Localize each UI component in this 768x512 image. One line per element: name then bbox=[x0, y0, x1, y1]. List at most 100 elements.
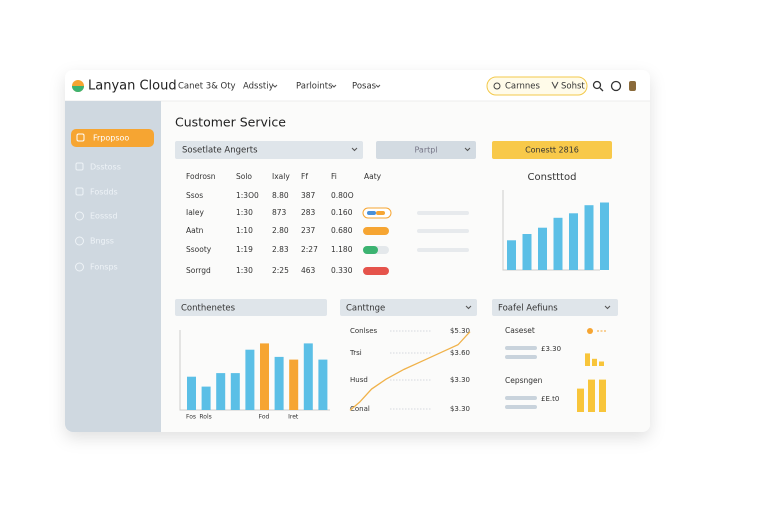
icon bbox=[551, 81, 559, 90]
sidebar-item[interactable]: Dsstoss bbox=[90, 163, 121, 172]
row-figure: $3.60 bbox=[450, 349, 470, 357]
icon bbox=[587, 328, 593, 334]
sidebar-item[interactable]: Bngss bbox=[90, 237, 114, 246]
filter-label: Partpl bbox=[414, 146, 437, 155]
table-cell: 873 bbox=[272, 208, 287, 217]
logo bbox=[72, 86, 84, 92]
bar bbox=[289, 359, 299, 410]
filter[interactable] bbox=[175, 141, 363, 159]
table-cell: 1.180 bbox=[331, 245, 353, 254]
sidebar-item[interactable]: Eosssd bbox=[90, 212, 118, 221]
item-bar bbox=[505, 405, 537, 409]
table-cell: 283 bbox=[301, 208, 316, 217]
bar bbox=[201, 386, 211, 410]
row-figure: $5.30 bbox=[450, 327, 470, 335]
settings-icon[interactable] bbox=[610, 80, 622, 92]
line bbox=[349, 331, 471, 411]
chevron bbox=[465, 305, 611, 310]
column-header: Fodrosn bbox=[186, 172, 216, 181]
row-figure: $3.30 bbox=[450, 405, 470, 413]
table-cell: 1:10 bbox=[236, 226, 253, 235]
column-header: Solo bbox=[236, 172, 252, 181]
row-label: Husd bbox=[350, 376, 368, 384]
nav-item[interactable]: Parloints bbox=[296, 82, 333, 92]
table-cell: Ssooty bbox=[186, 245, 212, 254]
item-figure: £3.30 bbox=[541, 345, 561, 353]
table-cell: 387 bbox=[301, 191, 316, 200]
chevron bbox=[351, 147, 471, 152]
row-label: Conal bbox=[350, 405, 370, 413]
sidebar-item[interactable]: Frpopsoo bbox=[93, 134, 129, 143]
panel-header bbox=[340, 299, 477, 316]
action-pill[interactable] bbox=[486, 76, 588, 96]
bar bbox=[507, 240, 516, 270]
table-cell: 2:27 bbox=[301, 245, 318, 254]
filter[interactable] bbox=[376, 141, 476, 159]
sidebar-item[interactable]: Fonsps bbox=[90, 263, 118, 272]
bar bbox=[538, 227, 547, 270]
filter-label: Conestt 2816 bbox=[525, 146, 579, 155]
chevron bbox=[272, 84, 381, 88]
item-bar bbox=[505, 355, 537, 359]
bar bbox=[599, 379, 606, 412]
panel-title: Foafel Aefiuns bbox=[498, 304, 558, 314]
table-cell: 1:30 bbox=[236, 266, 253, 275]
x-tick-label: Iret bbox=[288, 414, 299, 421]
table-cell: 1:19 bbox=[236, 245, 253, 254]
bar bbox=[303, 343, 313, 410]
table-cell: Aatn bbox=[186, 226, 204, 235]
nav-item[interactable]: Adsstiy bbox=[243, 82, 274, 92]
table-cell: Sorrgd bbox=[186, 266, 211, 275]
bar bbox=[522, 234, 532, 270]
brand: Lanyan Cloud bbox=[88, 79, 177, 94]
item-bar bbox=[505, 346, 537, 350]
row-figure: $3.30 bbox=[450, 376, 470, 384]
table-cell: 1:3O0 bbox=[236, 191, 259, 200]
table-cell: 1:30 bbox=[236, 208, 253, 217]
panel-header bbox=[175, 299, 327, 316]
search-icon[interactable] bbox=[592, 80, 602, 90]
table-cell: 2.80 bbox=[272, 226, 289, 235]
column-header: Ixaly bbox=[272, 172, 290, 181]
table-cell: Ssos bbox=[186, 191, 203, 200]
bar bbox=[577, 388, 584, 412]
sidebar bbox=[65, 101, 161, 432]
bar bbox=[592, 358, 597, 366]
sidebar-icons bbox=[75, 162, 84, 272]
bar bbox=[584, 205, 594, 270]
avatar[interactable] bbox=[629, 81, 636, 91]
item-bar bbox=[505, 396, 537, 400]
filter[interactable] bbox=[492, 141, 612, 159]
icon bbox=[76, 133, 85, 142]
panel-header bbox=[492, 299, 618, 316]
table-cell: 2.83 bbox=[272, 245, 289, 254]
x-tick-label: Fod bbox=[259, 414, 270, 421]
x-tick-label: Fos bbox=[186, 414, 196, 421]
nav-item[interactable]: Canet 3& Oty bbox=[178, 82, 236, 92]
action[interactable]: Carnnes bbox=[505, 82, 540, 92]
column-header: Ff bbox=[301, 172, 308, 181]
filter-label: Sosetlate Angerts bbox=[182, 146, 258, 156]
bar bbox=[600, 202, 609, 270]
table-cell: 8.80 bbox=[272, 191, 289, 200]
table-cell: Ialey bbox=[186, 208, 205, 217]
table-cell: 0.330 bbox=[331, 266, 353, 275]
table-cell: 0.680 bbox=[331, 226, 353, 235]
bar bbox=[585, 353, 590, 366]
sidebar-active[interactable] bbox=[71, 129, 154, 147]
table-cell: 2:25 bbox=[272, 266, 289, 275]
panel-title: Conthenetes bbox=[181, 304, 236, 314]
status-pills bbox=[362, 207, 469, 275]
bar bbox=[569, 213, 578, 270]
chart-title: Constttod bbox=[528, 172, 577, 183]
nav-item[interactable]: Posas bbox=[352, 82, 377, 92]
row-label: Conlses bbox=[350, 327, 378, 335]
bar bbox=[260, 343, 269, 410]
action[interactable]: Sohst bbox=[561, 82, 585, 92]
bar bbox=[187, 376, 196, 410]
bar bbox=[216, 373, 226, 410]
search-icon bbox=[599, 87, 604, 92]
sidebar-item[interactable]: Fosdds bbox=[90, 188, 118, 197]
bar bbox=[553, 217, 563, 270]
